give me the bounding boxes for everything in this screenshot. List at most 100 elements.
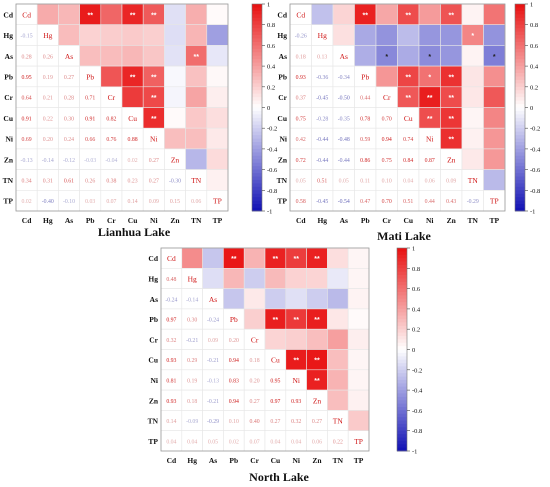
- heatmap-cell: [185, 24, 208, 46]
- colorbar-tick-label: 0: [412, 347, 415, 354]
- colorbar-segment: [515, 69, 525, 74]
- coefficient-label: 0.69: [22, 137, 32, 143]
- heatmap-cell: [327, 389, 349, 411]
- coefficient-label: 0.28: [64, 96, 74, 102]
- colorbar-segment: [515, 204, 525, 208]
- coefficient-label: 0.42: [296, 137, 306, 143]
- colorbar-segment: [515, 162, 525, 167]
- coefficient-label: 0.76: [106, 137, 116, 143]
- colorbar-tick-label: 0: [267, 105, 270, 112]
- colorbar-segment: [397, 298, 407, 303]
- coefficient-label: 0.13: [317, 54, 327, 60]
- y-tick-label: Cr: [149, 335, 158, 344]
- heatmap-cell: [285, 267, 307, 289]
- coefficient-label: 0.11: [360, 178, 370, 184]
- heatmap-cell: [58, 24, 80, 46]
- heatmap-cell: [327, 247, 349, 269]
- colorbar-segment: [515, 38, 525, 43]
- diagonal-label: Cd: [296, 10, 305, 19]
- coefficient-label: 0.02: [128, 158, 138, 164]
- diagonal-label: Cu: [271, 356, 280, 365]
- colorbar-segment: [397, 427, 407, 432]
- x-tick-label: TN: [191, 216, 202, 225]
- heatmap-cell: [440, 45, 463, 67]
- y-tick-label: Cd: [148, 254, 158, 263]
- colorbar-segment: [397, 278, 407, 283]
- colorbar-segment: [397, 264, 407, 269]
- coefficient-label: 0.75: [382, 158, 392, 164]
- heatmap-cell: [347, 288, 370, 310]
- coefficient-label: 0.97: [270, 399, 280, 405]
- colorbar-tick-label: 0.2: [267, 84, 275, 91]
- y-tick-label: TP: [277, 197, 287, 206]
- coefficient-label: 0.27: [312, 419, 322, 425]
- heatmap-cell: [164, 65, 186, 88]
- heatmap-cell: [327, 288, 349, 310]
- heatmap-cell: [418, 3, 441, 26]
- diagonal-label: Cu: [404, 114, 413, 123]
- y-tick-label: Cu: [3, 114, 13, 123]
- coefficient-label: -0.44: [316, 137, 328, 143]
- colorbar-segment: [515, 83, 525, 88]
- colorbar-segment: [515, 14, 525, 19]
- colorbar-segment: [397, 363, 407, 367]
- diagonal-label: TP: [213, 197, 222, 206]
- y-tick-label: TN: [148, 417, 159, 426]
- colorbar-segment: [515, 173, 525, 177]
- colorbar-tick-label: -0.8: [267, 188, 277, 195]
- heatmap-cell: [306, 328, 328, 350]
- colorbar-segment: [397, 420, 407, 425]
- colorbar-segment: [252, 107, 262, 112]
- significance-mark: **: [449, 95, 455, 102]
- colorbar-segment: [397, 288, 407, 293]
- heatmap-cell: [347, 328, 370, 350]
- heatmap-cell: [58, 3, 80, 26]
- colorbar-segment: [397, 251, 407, 256]
- coefficient-label: 0.02: [229, 439, 239, 445]
- colorbar-segment: [397, 390, 407, 394]
- coefficient-label: -0.35: [338, 116, 350, 122]
- colorbar-segment: [252, 200, 262, 205]
- colorbar-tick-label: -0.6: [267, 167, 278, 174]
- coefficient-label: 0.15: [170, 199, 180, 205]
- coefficient-label: -0.21: [207, 399, 219, 405]
- colorbar-segment: [397, 339, 407, 344]
- colorbar-segment: [252, 152, 262, 157]
- colorbar-segment: [252, 159, 262, 164]
- y-tick-label: Zn: [149, 396, 159, 405]
- coefficient-label: 0.93: [166, 399, 176, 405]
- significance-mark: **: [130, 12, 136, 19]
- diagonal-label: Cu: [128, 114, 137, 123]
- colorbar-segment: [515, 124, 525, 129]
- colorbar-segment: [515, 110, 525, 115]
- coefficient-label: 0.59: [360, 137, 370, 143]
- coefficient-label: 0.87: [425, 158, 435, 164]
- colorbar-segment: [515, 166, 525, 170]
- coefficient-label: 0.40: [250, 419, 260, 425]
- diagonal-label: As: [65, 52, 73, 61]
- colorbar-segment: [252, 197, 262, 202]
- colorbar-segment: [252, 28, 262, 32]
- heatmap-cell: [461, 148, 484, 170]
- colorbar-tick-label: 0.8: [412, 266, 420, 273]
- diagonal-label: Zn: [313, 396, 322, 405]
- colorbar-segment: [252, 55, 262, 60]
- heatmap-cell: [347, 389, 370, 411]
- coefficient-label: -0.40: [42, 199, 54, 205]
- colorbar-segment: [515, 121, 525, 126]
- coefficient-label: 0.26: [43, 54, 53, 60]
- heatmap-cell: [347, 349, 370, 371]
- significance-mark: *: [493, 54, 496, 61]
- heatmap-cell: [483, 107, 506, 129]
- y-tick-label: As: [279, 52, 287, 61]
- colorbar-segment: [252, 155, 262, 160]
- colorbar-segment: [515, 76, 525, 81]
- colorbar-segment: [397, 376, 407, 381]
- colorbar-segment: [397, 302, 407, 306]
- colorbar-segment: [397, 437, 407, 442]
- coefficient-label: 0.19: [43, 75, 53, 81]
- y-tick-label: TN: [277, 176, 288, 185]
- colorbar-segment: [515, 128, 525, 133]
- coefficient-label: 0.09: [149, 199, 159, 205]
- y-tick-label: Cu: [148, 356, 158, 365]
